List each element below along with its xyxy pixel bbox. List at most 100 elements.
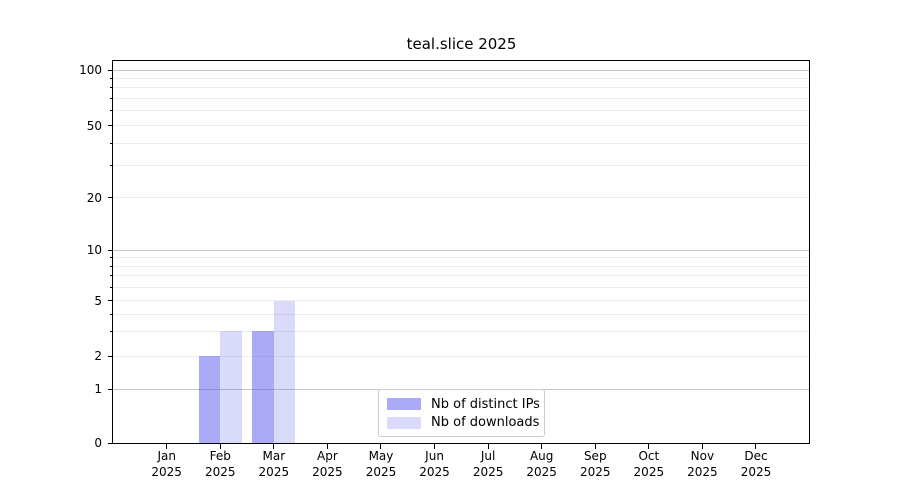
gridline-minor-4 <box>113 313 809 315</box>
y-minortick-80 <box>110 87 113 89</box>
y-minortick-6 <box>110 286 113 288</box>
gridline-minor-90 <box>113 77 809 79</box>
bar-nb-of-downloads-mar <box>273 300 296 443</box>
y-tick-label-100: 100 <box>79 63 102 77</box>
x-tick-year: 2025 <box>151 464 182 479</box>
gridline-major-10 <box>113 249 809 251</box>
gridline-minor-30 <box>113 165 809 167</box>
gridline-minor-8 <box>113 265 809 267</box>
y-minortick-90 <box>110 77 113 79</box>
y-minortick-9 <box>110 257 113 259</box>
y-tick-label-1: 1 <box>94 382 102 396</box>
x-tick-year: 2025 <box>633 464 665 479</box>
gridline-minor-60 <box>113 110 809 112</box>
y-tick-1 <box>108 388 113 390</box>
y-tick-50 <box>108 125 113 126</box>
y-minortick-60 <box>110 110 113 112</box>
y-tick-20 <box>108 197 113 199</box>
y-tick-label-2: 2 <box>94 349 102 363</box>
axes-frame <box>112 60 810 444</box>
x-tick-dec <box>755 444 757 449</box>
y-tick-label-10: 10 <box>86 243 102 257</box>
gridline-minor-6 <box>113 286 809 288</box>
x-tick-month: Dec <box>744 449 768 463</box>
x-tick-year: 2025 <box>687 464 718 479</box>
y-minortick-3 <box>110 330 113 332</box>
y-tick-2 <box>108 355 113 357</box>
x-tick-year: 2025 <box>312 464 343 479</box>
y-minortick-4 <box>110 313 113 315</box>
y-tick-label-0: 0 <box>94 436 102 450</box>
legend-swatch-distinct-ips <box>387 398 421 411</box>
y-minortick-7 <box>110 275 113 277</box>
y-tick-0 <box>108 442 113 444</box>
y-tick-label-50: 50 <box>86 118 102 133</box>
x-tick-month: Feb <box>209 449 231 463</box>
x-tick-month: Nov <box>690 449 715 463</box>
x-tick-label-jun: Jun 2025 <box>405 449 465 480</box>
gridline-minor-5 <box>113 300 809 301</box>
x-tick-label-sep: Sep 2025 <box>565 449 625 480</box>
bar-nb-of-distinct-ips-mar <box>252 331 274 443</box>
y-tick-10 <box>108 249 113 251</box>
x-tick-nov <box>701 444 703 449</box>
x-tick-feb <box>219 444 221 449</box>
x-tick-year: 2025 <box>526 464 557 479</box>
legend: Nb of distinct IPs Nb of downloads <box>378 389 545 437</box>
x-tick-label-oct: Oct 2025 <box>619 449 679 480</box>
gridline-minor-50 <box>113 125 809 126</box>
gridline-major-100 <box>113 69 809 71</box>
x-tick-month: Aug <box>529 449 554 463</box>
x-tick-jun <box>434 444 436 449</box>
gridline-minor-9 <box>113 257 809 259</box>
y-tick-5 <box>108 300 113 301</box>
y-tick-label-5: 5 <box>94 293 102 308</box>
x-tick-month: Apr <box>317 449 338 463</box>
gridline-minor-3 <box>113 330 809 332</box>
x-tick-label-apr: Apr 2025 <box>297 449 357 480</box>
legend-label-downloads: Nb of downloads <box>431 415 540 431</box>
gridline-minor-20 <box>113 197 809 199</box>
x-tick-month: Jul <box>480 449 496 463</box>
legend-item-downloads: Nb of downloads <box>387 414 540 433</box>
x-tick-year: 2025 <box>204 464 236 479</box>
y-minortick-70 <box>110 98 113 100</box>
x-tick-jan <box>166 444 168 449</box>
x-tick-mar <box>273 444 275 449</box>
x-tick-month: Oct <box>638 449 660 463</box>
x-tick-label-jan: Jan 2025 <box>137 449 197 480</box>
legend-item-distinct-ips: Nb of distinct IPs <box>387 395 540 414</box>
y-tick-100 <box>108 69 113 71</box>
x-tick-month: May <box>368 449 394 463</box>
legend-swatch-downloads <box>387 416 421 429</box>
x-tick-sep <box>594 444 596 449</box>
x-tick-aug <box>541 444 543 449</box>
x-tick-month: Mar <box>262 449 286 463</box>
y-tick-label-20: 20 <box>86 190 102 205</box>
gridline-minor-7 <box>113 275 809 277</box>
x-tick-year: 2025 <box>579 464 611 479</box>
x-tick-year: 2025 <box>419 464 450 479</box>
x-tick-label-aug: Aug 2025 <box>512 449 572 480</box>
x-tick-year: 2025 <box>740 464 772 479</box>
x-tick-month: Jun <box>425 449 444 463</box>
x-tick-year: 2025 <box>258 464 290 479</box>
x-tick-month: Sep <box>583 449 607 463</box>
y-minortick-30 <box>110 165 113 167</box>
chart-title: teal.slice 2025 <box>406 35 517 53</box>
x-tick-label-jul: Jul 2025 <box>458 449 518 480</box>
x-tick-label-may: May 2025 <box>351 449 411 480</box>
x-tick-jul <box>487 444 489 449</box>
x-tick-apr <box>326 444 328 449</box>
bar-nb-of-distinct-ips-feb <box>198 356 221 443</box>
y-minortick-8 <box>110 265 113 267</box>
gridline-minor-80 <box>113 87 809 89</box>
gridline-minor-70 <box>113 98 809 100</box>
x-tick-label-mar: Mar 2025 <box>244 449 304 480</box>
y-minortick-40 <box>110 142 113 144</box>
x-tick-label-nov: Nov 2025 <box>672 449 732 480</box>
bar-nb-of-downloads-feb <box>220 331 242 443</box>
x-tick-month: Jan <box>157 449 176 463</box>
